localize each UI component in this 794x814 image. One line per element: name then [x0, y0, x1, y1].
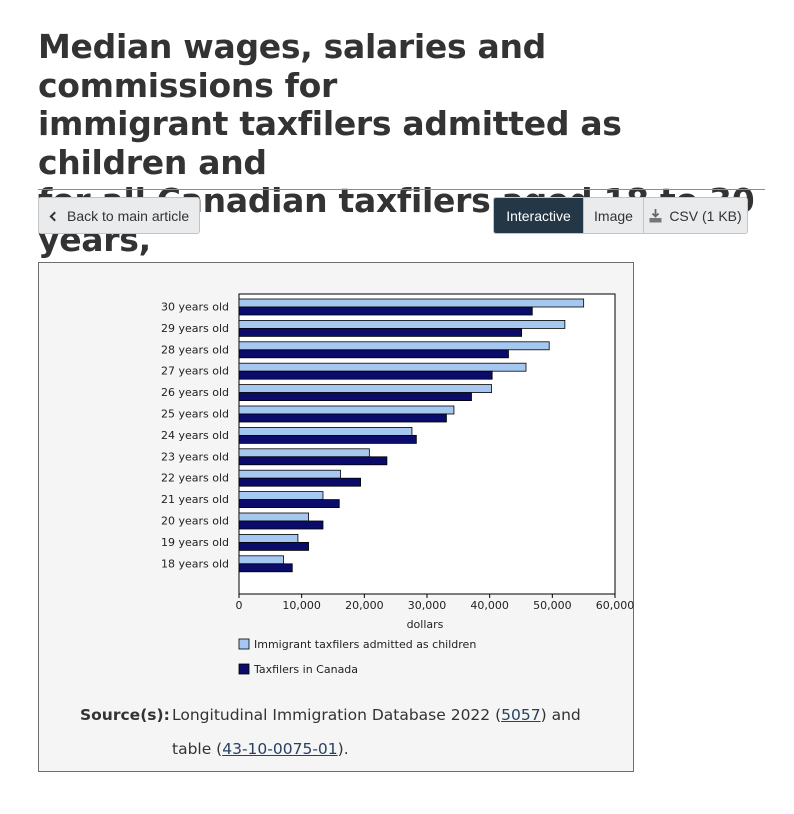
bar-immigrant[interactable]: [238, 426, 413, 436]
source-line-2: table (43-10-0075-01).: [80, 732, 620, 766]
y-tick-label: 24 years old: [161, 429, 229, 442]
source-label: Source(s):: [80, 706, 170, 724]
title-line: immigrant taxfilers admitted as children…: [38, 104, 622, 182]
bar-immigrant[interactable]: [238, 341, 550, 351]
interactive-view-button[interactable]: Interactive: [494, 198, 583, 233]
image-view-label: Image: [594, 207, 633, 224]
bar-canada[interactable]: [238, 370, 493, 380]
y-tick-label: 27 years old: [161, 365, 229, 378]
legend-label: Immigrant taxfilers admitted as children: [254, 638, 476, 651]
bar-canada[interactable]: [238, 563, 293, 573]
x-tick-label: 50,000: [533, 599, 572, 612]
y-tick-label: 29 years old: [161, 322, 229, 335]
bar-immigrant[interactable]: [238, 362, 527, 372]
title-divider: [38, 189, 765, 190]
bar-immigrant[interactable]: [238, 384, 492, 393]
title-line: Median wages, salaries and commissions f…: [38, 27, 547, 105]
y-tick-label: 23 years old: [161, 450, 229, 463]
bar-immigrant[interactable]: [238, 448, 370, 458]
bar-canada[interactable]: [238, 477, 361, 487]
bar-chart: 30 years old 29 years old 28 years old 27 y…: [161, 293, 635, 676]
bar-immigrant[interactable]: [238, 555, 284, 565]
bar-immigrant[interactable]: [238, 298, 585, 308]
chevron-left-icon: [49, 211, 60, 221]
source-link-5057[interactable]: 5057: [501, 706, 541, 724]
y-tick-label: 28 years old: [161, 343, 229, 356]
x-tick-label: 60,000: [596, 599, 635, 612]
bar-canada[interactable]: [238, 541, 309, 551]
x-tick-label: 10,000: [282, 599, 321, 612]
bar-immigrant[interactable]: [238, 405, 455, 415]
back-to-main-article-button[interactable]: Back to main article: [38, 197, 200, 234]
bar-immigrant[interactable]: [238, 512, 309, 522]
download-icon: [649, 208, 662, 223]
bar-canada[interactable]: [238, 499, 340, 509]
bar-canada[interactable]: [238, 392, 472, 402]
bar-immigrant[interactable]: [238, 491, 324, 501]
source-text: ).: [337, 740, 349, 758]
bar-canada[interactable]: [238, 328, 523, 337]
bar-canada[interactable]: [238, 349, 509, 359]
bar-canada[interactable]: [238, 520, 324, 530]
back-button-label: Back to main article: [67, 207, 190, 224]
bar-immigrant[interactable]: [238, 320, 566, 329]
view-switcher: Interactive Image CSV (1 KB): [493, 197, 748, 234]
y-tick-label: 21 years old: [161, 493, 229, 506]
bar-canada[interactable]: [238, 434, 417, 444]
source-text: table (: [172, 740, 223, 758]
y-tick-label: 25 years old: [161, 408, 229, 421]
source-text: Longitudinal Immigration Database 2022 (: [172, 706, 502, 724]
x-tick-label: 40,000: [470, 599, 509, 612]
source-line-1: Source(s): Longitudinal Immigration Datab…: [80, 698, 620, 732]
y-tick-label: 22 years old: [161, 472, 229, 485]
bar-canada[interactable]: [238, 413, 447, 423]
bar-canada[interactable]: [238, 456, 388, 466]
x-tick-label: 20,000: [345, 599, 384, 612]
bar-immigrant[interactable]: [238, 469, 341, 479]
y-tick-label: 26 years old: [161, 386, 229, 399]
image-view-button[interactable]: Image: [583, 198, 643, 233]
figure-panel: 30 years old 29 years old 28 years old 27 y…: [38, 262, 634, 772]
bar-canada[interactable]: [238, 306, 533, 316]
y-tick-label: 19 years old: [161, 536, 229, 549]
source-link-table[interactable]: 43-10-0075-01: [222, 740, 338, 758]
page-title: Median wages, salaries and commissions f…: [38, 27, 768, 298]
x-axis-label: dollars: [407, 618, 444, 631]
y-tick-label: 30 years old: [161, 301, 229, 314]
y-tick-label: 20 years old: [161, 515, 229, 528]
y-tick-label: 18 years old: [161, 557, 229, 570]
bar-immigrant[interactable]: [238, 533, 299, 543]
interactive-view-label: Interactive: [506, 207, 571, 224]
legend-swatch: [238, 638, 250, 650]
x-tick-label: 30,000: [408, 599, 447, 612]
legend-label: Taxfilers in Canada: [253, 663, 358, 676]
legend-swatch: [238, 663, 250, 675]
source-text: ) and: [540, 706, 581, 724]
source-note: Source(s): Longitudinal Immigration Datab…: [80, 698, 620, 766]
x-tick-label: 0: [236, 599, 243, 612]
csv-download-label: CSV (1 KB): [669, 207, 742, 224]
csv-download-button[interactable]: CSV (1 KB): [643, 198, 747, 233]
